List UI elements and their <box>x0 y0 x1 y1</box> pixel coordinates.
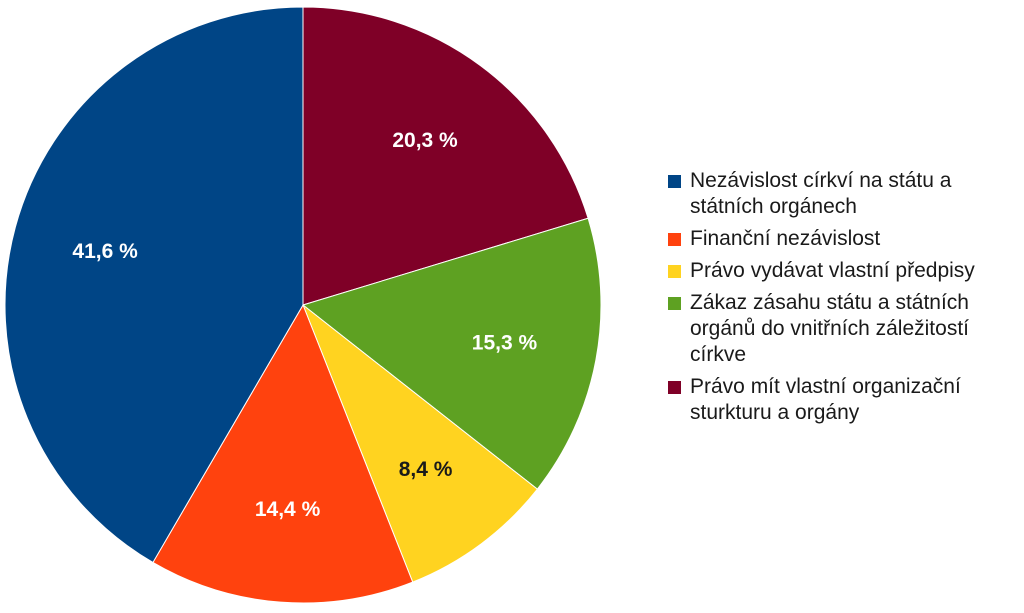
slice-label-4: 14,4 % <box>255 498 321 521</box>
pie-slice-1 <box>302 6 589 306</box>
legend-label: Právo vydávat vlastní předpisy <box>690 259 975 282</box>
pie-slice-5 <box>4 6 304 564</box>
legend: Nezávislost církví na státu a státních or… <box>668 168 1018 432</box>
slice-label-2: 15,3 % <box>472 331 538 354</box>
slice-label-5: 41,6 % <box>72 240 138 263</box>
legend-label: Nezávislost církví na státu a státních or… <box>690 169 952 218</box>
pie-slice-3 <box>301 303 539 583</box>
legend-swatch <box>668 297 681 310</box>
slice-label-1: 20,3 % <box>392 129 458 152</box>
legend-item-4: Zákaz zásahu státu a státních orgánů do v… <box>668 290 1018 368</box>
legend-item-2: Finanční nezávislost <box>668 226 1018 252</box>
legend-item-5: Právo mít vlastní organizační sturkturu a… <box>668 374 1018 426</box>
legend-item-1: Nezávislost církví na státu a státních or… <box>668 168 1018 220</box>
legend-label: Finanční nezávislost <box>690 227 881 250</box>
legend-swatch <box>668 381 681 394</box>
pie-chart: 20,3 % 15,3 % 8,4 % 14,4 % 41,6 % <box>4 6 602 604</box>
legend-swatch <box>668 175 681 188</box>
legend-item-3: Právo vydávat vlastní předpisy <box>668 258 1018 284</box>
pie-slice-4 <box>152 303 414 604</box>
legend-label: Právo mít vlastní organizační sturkturu a… <box>690 375 961 424</box>
legend-swatch <box>668 265 681 278</box>
pie-slice-2 <box>301 217 602 490</box>
legend-label: Zákaz zásahu státu a státních orgánů do v… <box>690 291 969 366</box>
legend-swatch <box>668 233 681 246</box>
slice-label-3: 8,4 % <box>399 458 453 481</box>
